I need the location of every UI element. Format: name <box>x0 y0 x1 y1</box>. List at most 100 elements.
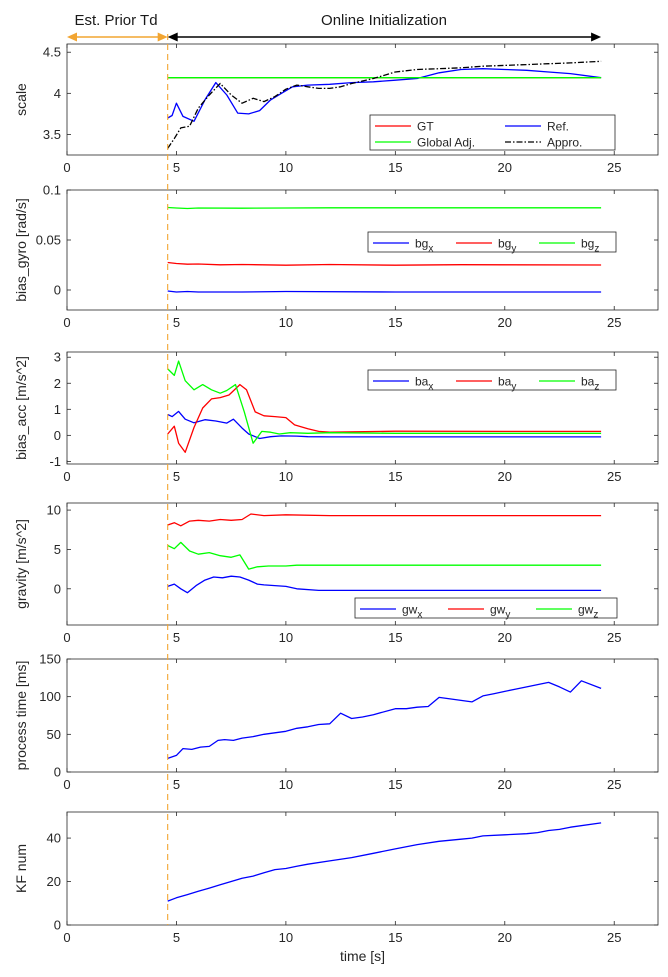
legend-bias_acc: bax bay baz <box>367 369 617 393</box>
panel-process_time: 0 5 10 15 20 25 0 50 100 150 process time [ms] <box>13 652 659 792</box>
x-tick-label: 5 <box>173 315 180 330</box>
x-tick-label: 10 <box>279 315 293 330</box>
series-bg-z <box>167 206 602 210</box>
x-tick-label: 10 <box>279 630 293 645</box>
series-bg-y <box>167 261 602 266</box>
series-group <box>167 206 602 293</box>
y-tick-label: 0 <box>54 428 61 443</box>
x-tick-label: 15 <box>388 777 402 792</box>
x-tick-label: 20 <box>498 160 512 175</box>
online-arrow-left-head <box>167 32 178 42</box>
series-appro <box>167 60 602 149</box>
x-tick-label: 5 <box>173 930 180 945</box>
y-tick-label: 4.5 <box>43 45 61 60</box>
legend-label: gwz <box>578 603 598 621</box>
x-tick-label: 0 <box>63 469 70 484</box>
legend-subscript: z <box>593 610 598 621</box>
overlay <box>67 32 602 925</box>
x-tick-label: 10 <box>279 930 293 945</box>
x-tick-label: 0 <box>63 777 70 792</box>
x-tick-label: 0 <box>63 630 70 645</box>
legend-box <box>367 369 617 391</box>
header: Est. Prior Td Online Initialization <box>74 12 447 29</box>
legend-bias_gyro: bgx bgy bgz <box>367 231 617 255</box>
panel-kf_num: 0 5 10 15 20 25 0 20 40 KF num time [s] <box>13 811 659 964</box>
legend-box <box>354 597 618 619</box>
panel-gravity: 0 5 10 15 20 25 0 5 10 gravity [m/s^2] gwx gwy gwz <box>13 502 659 645</box>
x-tick-label: 10 <box>279 160 293 175</box>
legend-label: gwy <box>490 603 510 621</box>
y-tick-label: 2 <box>54 376 61 391</box>
y-tick-label: 0.1 <box>43 183 61 198</box>
legend-subscript: y <box>511 244 516 255</box>
series-bg-x <box>167 290 602 293</box>
legend-label: Appro. <box>547 136 582 150</box>
x-tick-label: 10 <box>279 469 293 484</box>
x-tick-label: 15 <box>388 930 402 945</box>
legend-box <box>369 114 616 151</box>
legend-box <box>367 231 617 253</box>
x-tick-label: 15 <box>388 469 402 484</box>
y-tick-label: -1 <box>49 454 61 469</box>
y-tick-label: 100 <box>39 689 61 704</box>
y-tick-label: 40 <box>47 831 61 846</box>
series-kf-num <box>167 822 602 902</box>
x-tick-label: 0 <box>63 160 70 175</box>
y-tick-label: 0.05 <box>36 233 61 248</box>
y-axis-label: bias_gyro [rad/s] <box>13 198 29 302</box>
legend-gravity: gwx gwy gwz <box>354 597 618 621</box>
x-tick-label: 5 <box>173 777 180 792</box>
prior-arrow-left-head <box>67 32 77 42</box>
legend-subscript: x <box>428 244 433 255</box>
x-tick-label: 0 <box>63 315 70 330</box>
axes-box <box>66 502 659 626</box>
x-tick-label: 20 <box>498 777 512 792</box>
prior-arrow-right-head <box>157 32 168 42</box>
series-group <box>167 822 602 902</box>
x-tick-label: 5 <box>173 469 180 484</box>
panel-scale: 0 5 10 15 20 25 3.5 4 4.5 scale GT Ref. Global Adj. A… <box>13 43 659 175</box>
legend-label: GT <box>417 120 434 134</box>
y-tick-label: 50 <box>47 727 61 742</box>
series-group <box>167 680 602 760</box>
x-tick-label: 20 <box>498 930 512 945</box>
y-axis-label: KF num <box>13 844 29 893</box>
series-group <box>167 60 602 149</box>
series-ref <box>167 68 602 122</box>
online-arrow-right-head <box>591 32 602 42</box>
x-tick-label: 0 <box>63 930 70 945</box>
series-group <box>167 360 602 453</box>
y-tick-label: 3 <box>54 350 61 365</box>
x-axis-label: time [s] <box>340 948 385 964</box>
x-tick-label: 25 <box>607 160 621 175</box>
y-tick-label: 0 <box>54 283 61 298</box>
series-ba-y <box>167 383 602 453</box>
y-tick-label: 0 <box>54 765 61 780</box>
x-tick-label: 5 <box>173 630 180 645</box>
y-tick-label: 20 <box>47 874 61 889</box>
y-tick-label: 0 <box>54 581 61 596</box>
online-arrow <box>167 32 602 42</box>
x-tick-label: 5 <box>173 160 180 175</box>
legend-subscript: y <box>505 610 510 621</box>
legend-scale: GT Ref. Global Adj. Appro. <box>369 114 616 151</box>
x-tick-label: 20 <box>498 469 512 484</box>
legend-label: Global Adj. <box>417 136 475 150</box>
prior-label: Est. Prior Td <box>74 12 157 29</box>
y-tick-label: 1 <box>54 402 61 417</box>
series-gw-y <box>167 513 602 527</box>
x-tick-label: 25 <box>607 469 621 484</box>
x-tick-label: 10 <box>279 777 293 792</box>
panel-bias_gyro: 0 5 10 15 20 25 0 0.05 0.1 bias_gyro [rad/s] bgx bg… <box>13 183 659 330</box>
legend-subscript: z <box>594 244 599 255</box>
legend-subscript: x <box>428 382 433 393</box>
legend-subscript: y <box>511 382 516 393</box>
y-axis-label: bias_acc [m/s^2] <box>13 356 29 460</box>
series-group <box>167 513 602 594</box>
series-gw-x <box>167 575 602 594</box>
y-tick-label: 3.5 <box>43 127 61 142</box>
x-tick-label: 20 <box>498 630 512 645</box>
